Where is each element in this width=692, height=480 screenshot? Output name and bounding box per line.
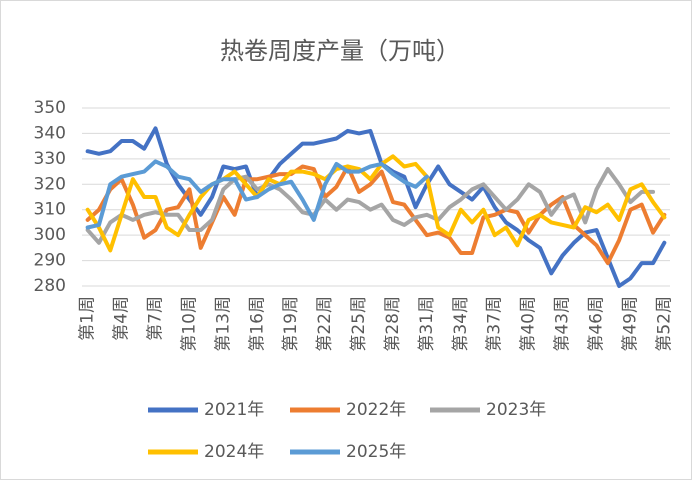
line-series xyxy=(85,167,656,245)
x-tick-label: 第52周 xyxy=(654,296,674,352)
legend-label: 2022年 xyxy=(346,400,406,420)
x-tick-label: 第10周 xyxy=(179,296,199,352)
y-tick-label: 280 xyxy=(34,276,66,296)
x-tick-label: 第31周 xyxy=(417,296,437,352)
legend-label: 2021年 xyxy=(204,400,264,420)
x-tick-label: 第4周 xyxy=(112,296,132,341)
x-tick-label: 第22周 xyxy=(315,296,335,352)
line-series xyxy=(85,126,667,288)
x-tick-label: 第19周 xyxy=(281,296,301,352)
x-tick-label: 第16周 xyxy=(247,296,267,352)
legend-label: 2024年 xyxy=(204,442,264,462)
chart-title: 热卷周度产量（万吨） xyxy=(220,37,460,65)
x-tick-label: 第43周 xyxy=(553,296,573,352)
legend-label: 2023年 xyxy=(486,400,546,420)
legend-label: 2025年 xyxy=(346,442,406,462)
x-tick-label: 第13周 xyxy=(213,296,233,352)
line-series xyxy=(85,164,667,266)
x-tick-label: 第7周 xyxy=(146,296,166,341)
x-tick-label: 第1周 xyxy=(78,296,98,341)
x-tick-label: 第25周 xyxy=(349,296,369,352)
y-tick-label: 310 xyxy=(34,200,66,220)
x-tick-label: 第46周 xyxy=(587,296,607,352)
line-series xyxy=(85,159,429,230)
y-tick-label: 350 xyxy=(34,98,66,118)
x-tick-label: 第28周 xyxy=(383,296,403,352)
y-tick-label: 330 xyxy=(34,149,66,169)
line-series xyxy=(85,154,667,253)
y-tick-label: 320 xyxy=(34,174,66,194)
x-tick-label: 第49周 xyxy=(620,296,640,352)
y-tick-label: 290 xyxy=(34,251,66,271)
x-tick-label: 第34周 xyxy=(451,296,471,352)
x-tick-label: 第37周 xyxy=(485,296,505,352)
y-tick-label: 300 xyxy=(34,225,66,245)
x-tick-label: 第40周 xyxy=(519,296,539,352)
y-tick-label: 340 xyxy=(34,123,66,143)
